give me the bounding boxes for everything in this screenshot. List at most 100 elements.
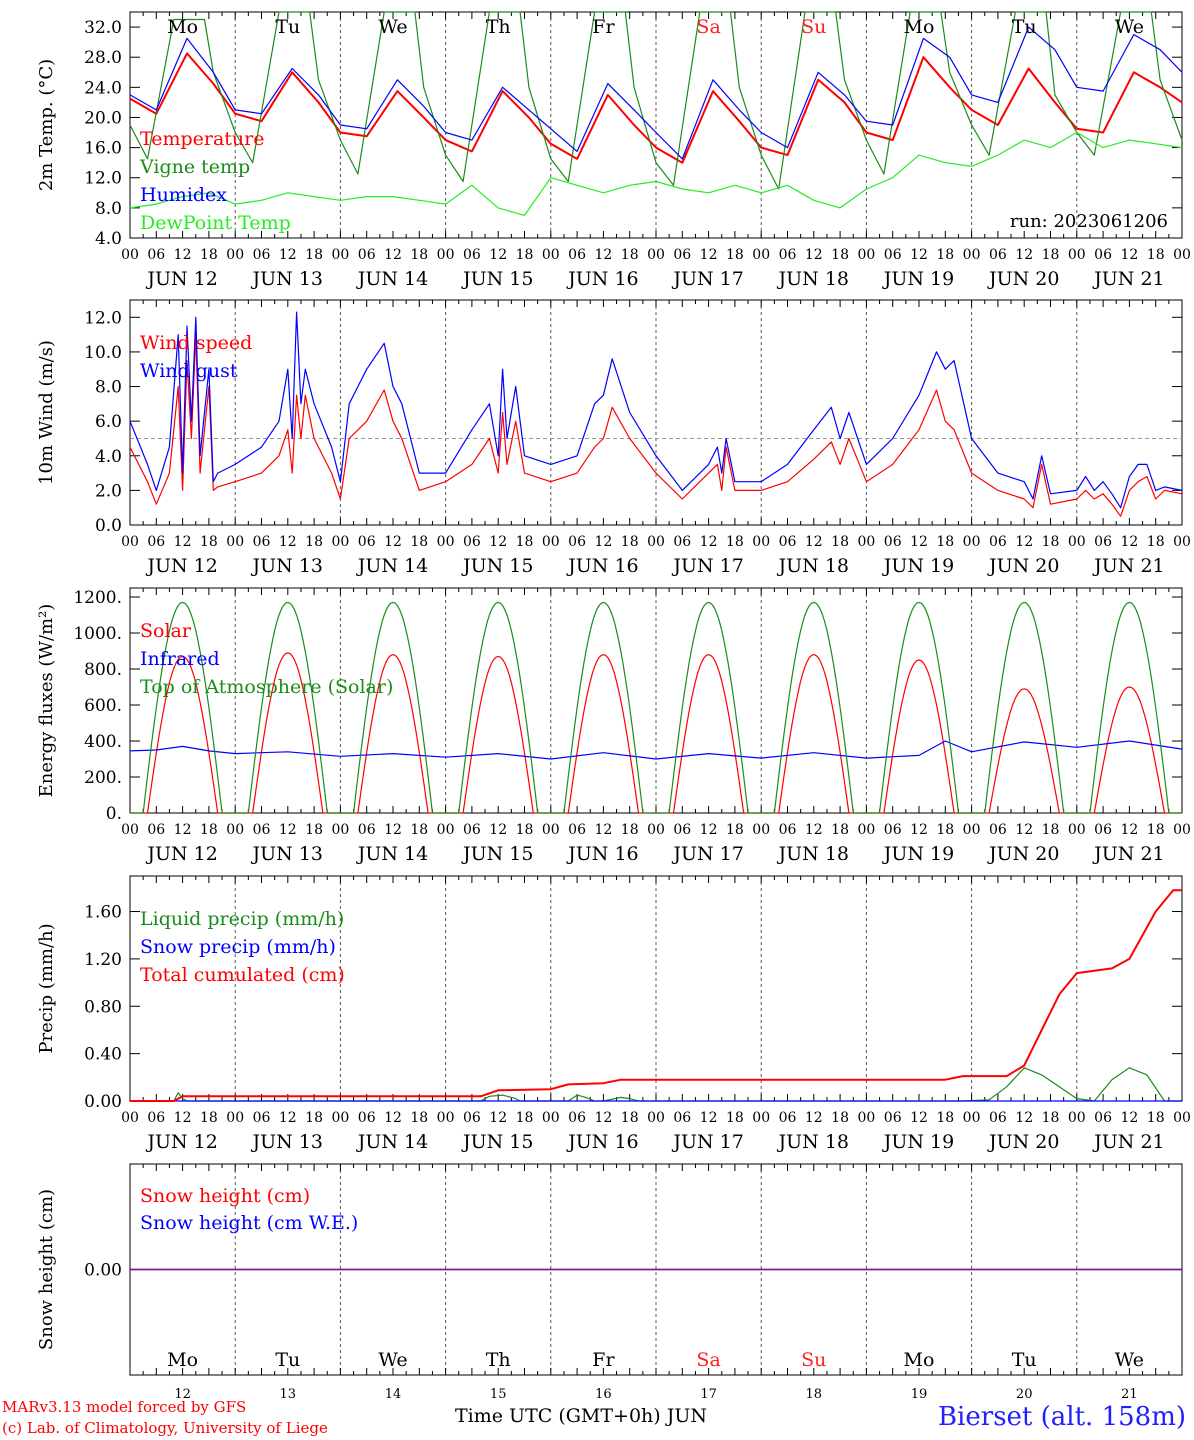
hour-tick-label: 18 [410,1110,428,1126]
hour-tick-label: 18 [831,822,849,838]
weekday-label: Su [801,16,826,38]
hour-tick-label: 06 [358,1110,376,1126]
y-tick-label: 600. [84,696,122,716]
hour-tick-label: 06 [568,1110,586,1126]
hour-tick-label: 06 [884,1110,902,1126]
hour-tick-label: 06 [884,822,902,838]
y-tick-label: 0.0 [95,516,122,536]
date-label: JUN 19 [882,268,954,290]
chart-precip: 0.00 0.40 0.80 1.20 1.60 Precip (mm/h) Liquid … [36,875,1191,1153]
hour-tick-label: 12 [910,534,928,550]
hour-tick-label: 18 [936,1110,954,1126]
hour-tick-label: 18 [410,822,428,838]
hour-tick-label: 18 [1042,1110,1060,1126]
legend-entry: Wind speed [140,332,252,354]
hour-tick-label: 18 [1147,1110,1165,1126]
hour-tick-label: 00 [752,822,770,838]
y-tick-label: 0. [106,804,122,824]
hour-tick-label: 06 [463,822,481,838]
hour-tick-label: 00 [542,534,560,550]
hour-tick-label: 12 [279,1110,297,1126]
hour-tick-label: 12 [384,1110,402,1126]
date-label: JUN 13 [251,555,323,577]
day-number-label: 12 [174,1387,191,1402]
series-total-cumulated-cm- [130,889,1182,1102]
date-label: JUN 12 [145,555,217,577]
hour-tick-label: 18 [200,247,218,263]
hour-tick-label: 12 [1015,247,1033,263]
hour-tick-label: 12 [700,822,718,838]
y-tick-label: 1.60 [84,903,122,923]
y-tick-label: 1.20 [84,950,122,970]
hour-tick-label: 18 [936,534,954,550]
date-label: JUN 18 [777,555,849,577]
date-label: JUN 18 [777,1131,849,1153]
hour-tick-label: 00 [331,822,349,838]
xaxis-title: Time UTC (GMT+0h) JUN [455,1405,707,1427]
date-label: JUN 13 [251,268,323,290]
hour-tick-label: 18 [621,247,639,263]
weekday-label: Sa [696,16,720,38]
hour-tick-label: 12 [279,822,297,838]
series-humidex [129,26,1183,160]
date-label: JUN 13 [251,843,323,865]
weekday-label: Fr [592,1349,615,1371]
y-tick-label: 0.00 [84,1261,122,1281]
date-label: JUN 20 [987,843,1059,865]
hour-tick-label: 06 [147,247,165,263]
hour-tick-label: 06 [1094,534,1112,550]
station-name: Bierset (alt. 158m) [937,1402,1186,1432]
hour-tick-label: 18 [726,1110,744,1126]
y-tick-label: 0.80 [84,997,122,1017]
weekday-label: Mo [167,16,198,38]
weekday-label: Mo [904,1349,935,1371]
hour-tick-label: 00 [226,247,244,263]
hour-tick-label: 18 [936,247,954,263]
hour-tick-label: 06 [147,1110,165,1126]
date-label: JUN 15 [461,843,533,865]
y-tick-label: 8.0 [95,199,122,219]
date-label: JUN 19 [882,843,954,865]
hour-tick-label: 18 [1042,822,1060,838]
hour-tick-label: 18 [1147,534,1165,550]
hour-tick-label: 06 [253,1110,271,1126]
hour-tick-label: 00 [226,822,244,838]
weekday-label: Sa [696,1349,720,1371]
hour-tick-label: 12 [700,247,718,263]
legend-entry: Snow height (cm) [140,1185,310,1207]
legend-entry: Temperature [140,128,264,150]
hour-tick-label: 00 [331,247,349,263]
legend-entry: Liquid precip (mm/h) [140,908,344,930]
y-tick-label: 1200. [73,588,122,608]
series-vigne-temp [129,11,1183,190]
hour-tick-label: 12 [384,822,402,838]
legend-entry: Infrared [140,648,220,670]
day-number-label: 19 [911,1387,928,1402]
hour-tick-label: 06 [147,534,165,550]
date-label: JUN 21 [1092,1131,1164,1153]
y-tick-label: 800. [84,660,122,680]
date-label: JUN 15 [461,1131,533,1153]
hour-tick-label: 00 [437,247,455,263]
hour-tick-label: 18 [1147,822,1165,838]
date-label: JUN 14 [356,268,428,290]
day-number-label: 21 [1121,1387,1138,1402]
hour-tick-label: 12 [700,534,718,550]
hour-tick-label: 00 [752,1110,770,1126]
hour-tick-label: 00 [963,247,981,263]
hour-tick-label: 12 [174,247,192,263]
hour-tick-label: 00 [121,1110,139,1126]
hour-tick-label: 12 [594,1110,612,1126]
hour-tick-label: 12 [174,1110,192,1126]
hour-tick-label: 06 [358,247,376,263]
date-label: JUN 17 [671,1131,743,1153]
day-number-label: 17 [700,1387,717,1402]
hour-tick-label: 18 [200,1110,218,1126]
hour-tick-label: 00 [437,822,455,838]
weekday-label: Su [801,1349,826,1371]
hour-tick-label: 00 [857,822,875,838]
hour-tick-label: 00 [121,822,139,838]
hour-tick-label: 12 [1015,534,1033,550]
hour-tick-label: 12 [489,1110,507,1126]
date-label: JUN 18 [777,268,849,290]
